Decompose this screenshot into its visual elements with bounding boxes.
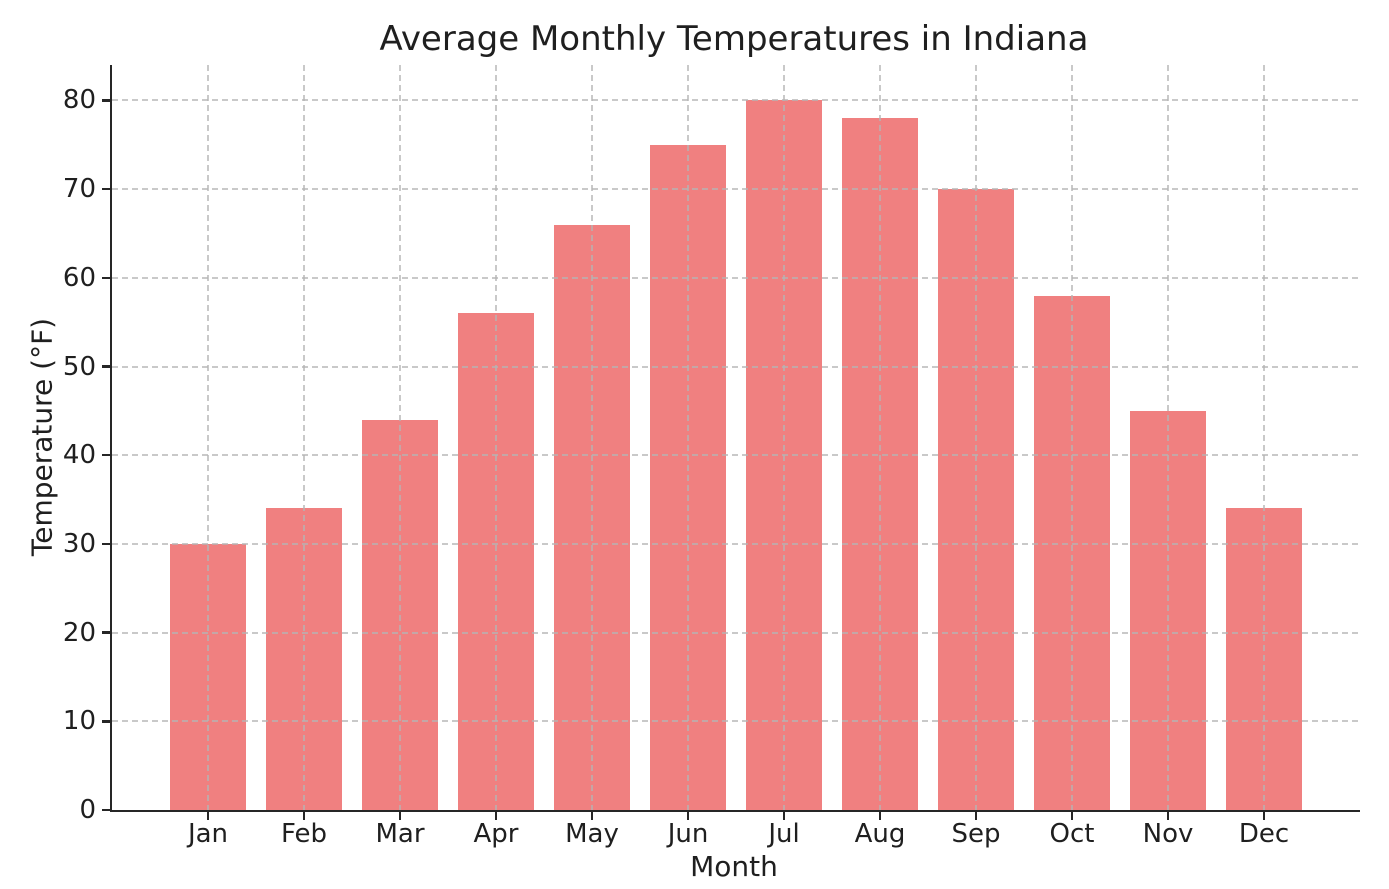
y-tick-label: 80 <box>62 85 96 116</box>
y-axis-tick <box>102 276 110 280</box>
bar-nov <box>1129 410 1207 810</box>
bar-jul <box>745 100 823 810</box>
x-axis-tick <box>1262 812 1266 820</box>
x-tick-label: Dec <box>1238 819 1290 849</box>
x-tick-label: Mar <box>375 819 425 849</box>
x-tick-label: Jan <box>187 819 229 849</box>
gridline-horizontal <box>112 188 1360 191</box>
y-axis-tick <box>102 453 110 457</box>
y-tick-label: 70 <box>62 174 96 205</box>
bar-apr <box>457 313 535 810</box>
x-axis-tick <box>1070 812 1074 820</box>
x-tick-label: Sep <box>951 819 1001 849</box>
y-axis-tick <box>102 99 110 102</box>
bar-feb <box>265 508 343 810</box>
y-axis-tick <box>102 187 110 191</box>
x-axis-tick <box>590 812 594 820</box>
bar-jun <box>649 144 727 810</box>
y-axis-tick <box>102 631 110 634</box>
x-tick-label: Feb <box>280 819 328 849</box>
y-axis-tick <box>102 542 110 546</box>
gridline-horizontal <box>112 276 1360 279</box>
bar-mar <box>361 419 439 810</box>
bar-jan <box>169 543 247 810</box>
x-axis-label: Month <box>690 850 778 883</box>
y-axis-tick <box>102 720 110 723</box>
bar-may <box>553 224 631 810</box>
x-axis-tick <box>494 812 498 820</box>
x-axis-tick <box>974 812 978 820</box>
y-tick-label: 0 <box>79 795 96 825</box>
gridline-horizontal <box>112 365 1360 368</box>
x-tick-label: Jun <box>667 819 709 849</box>
x-tick-label: Oct <box>1049 819 1095 849</box>
x-tick-label: Jul <box>768 819 800 849</box>
x-axis-tick <box>1166 812 1170 820</box>
gridline-horizontal <box>112 99 1360 102</box>
x-axis-tick <box>782 812 786 820</box>
bar-sep <box>937 189 1015 810</box>
x-tick-label: Nov <box>1142 819 1194 849</box>
x-tick-label: May <box>565 819 619 849</box>
y-axis-tick <box>102 365 110 368</box>
x-axis-tick <box>206 812 210 820</box>
y-tick-label: 30 <box>62 528 96 559</box>
x-axis-tick <box>878 812 882 820</box>
x-axis-tick <box>398 812 402 820</box>
chart-title: Average Monthly Temperatures in Indiana <box>379 19 1089 59</box>
y-axis-tick <box>102 808 110 812</box>
x-tick-label: Aug <box>854 819 906 849</box>
bar-dec <box>1225 508 1303 810</box>
x-tick-label: Apr <box>473 819 519 849</box>
bar-oct <box>1033 295 1111 810</box>
plot-area: 0 10 20 30 40 50 60 70 80 Jan Feb Mar Apr May Jun Jul Au… <box>63 65 1360 849</box>
x-axis-tick <box>302 812 306 820</box>
y-tick-label: 10 <box>62 706 96 737</box>
y-tick-label: 60 <box>62 262 96 293</box>
y-tick-label: 40 <box>62 440 96 471</box>
x-axis-tick <box>686 812 690 820</box>
y-tick-label: 20 <box>62 617 96 648</box>
bar-aug <box>841 118 919 810</box>
y-tick-label: 50 <box>62 351 96 382</box>
